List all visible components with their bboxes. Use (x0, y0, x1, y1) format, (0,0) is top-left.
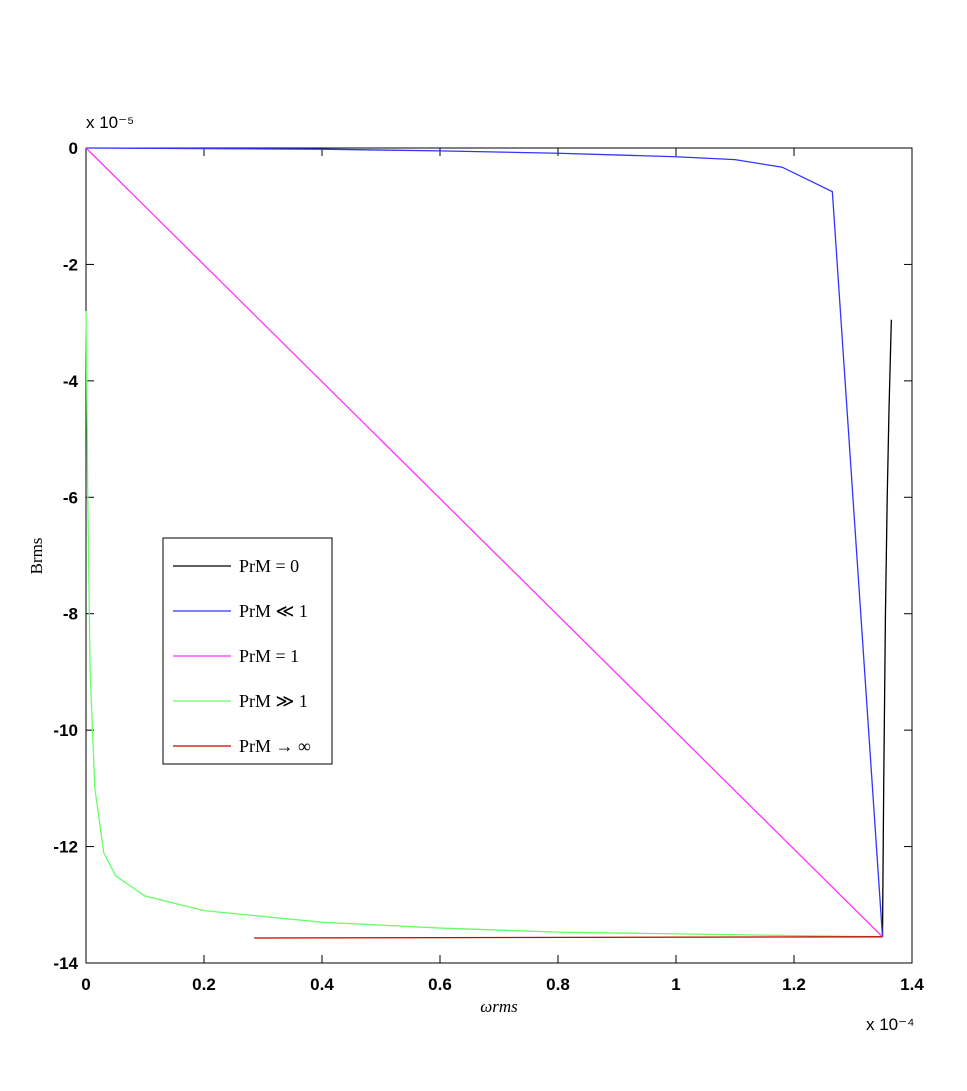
x-tick-label: 1 (671, 975, 680, 994)
y-scale-label: x 10⁻⁵ (86, 113, 134, 132)
series-line (85, 147, 884, 937)
series-line (85, 147, 883, 938)
y-tick-label: -4 (63, 372, 79, 391)
legend-box (162, 537, 333, 765)
x-tick-label: 0.8 (546, 975, 570, 994)
x-axis-label: ωrms (480, 997, 518, 1016)
y-tick-label: -6 (63, 488, 78, 507)
series-line (254, 936, 883, 939)
y-tick-label: -8 (63, 605, 78, 624)
y-tick-label: -2 (63, 255, 78, 274)
x-tick-label: 1.2 (782, 975, 806, 994)
legend-label: PrM = 1 (239, 646, 299, 666)
x-tick-label: 1.4 (900, 975, 924, 994)
legend-label: PrM ≫ 1 (239, 691, 308, 711)
y-axis-label: Brms (27, 538, 46, 575)
y-tick-label: -10 (53, 721, 78, 740)
x-tick-label: 0.6 (428, 975, 452, 994)
x-tick-label: 0 (81, 975, 90, 994)
y-tick-label: -12 (53, 838, 78, 857)
legend-label: PrM ≪ 1 (239, 601, 308, 621)
legend-label: PrM = 0 (239, 556, 299, 576)
x-tick-label: 0.4 (310, 975, 334, 994)
series-line (85, 310, 883, 938)
x-tick-label: 0.2 (192, 975, 216, 994)
y-tick-label: 0 (69, 139, 78, 158)
x-scale-label: x 10⁻⁴ (866, 1015, 914, 1034)
series-line (881, 319, 892, 937)
legend-label: PrM → ∞ (239, 736, 311, 756)
y-tick-label: -14 (53, 954, 78, 973)
